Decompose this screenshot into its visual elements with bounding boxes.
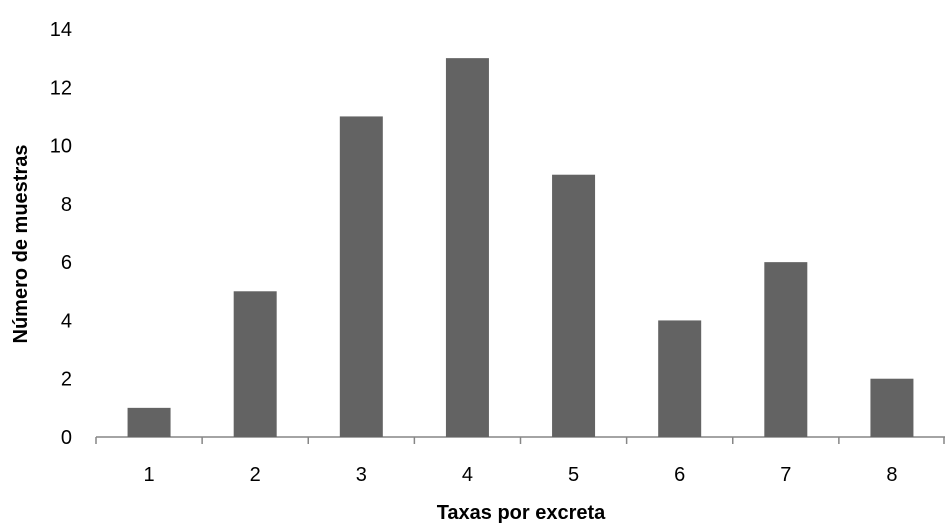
x-axis: 1 2 3 4 5 6 7 8 (95, 436, 945, 486)
bars (127, 58, 914, 438)
x-axis-title: Taxas por excreta (437, 502, 606, 524)
y-tick-label: 8 (61, 194, 72, 216)
bar (658, 320, 702, 437)
y-tick-label: 12 (50, 77, 72, 99)
x-tick-label: 5 (568, 464, 579, 486)
bar (445, 58, 489, 438)
bar (764, 262, 808, 437)
bar (552, 174, 596, 437)
x-tick-label: 7 (780, 464, 791, 486)
y-tick-label: 0 (61, 427, 72, 449)
bar (233, 291, 277, 437)
bar (339, 116, 383, 437)
x-tick-label: 1 (144, 464, 155, 486)
bar (127, 407, 171, 437)
x-tick-label: 4 (462, 464, 473, 486)
y-tick-label: 10 (50, 136, 72, 158)
y-axis: 0 2 4 6 8 10 12 14 (50, 19, 72, 449)
x-tick-label: 6 (674, 464, 685, 486)
y-axis-title: Número de muestras (10, 145, 32, 344)
x-tick-label: 2 (250, 464, 261, 486)
y-tick-label: 6 (61, 252, 72, 274)
y-tick-label: 4 (61, 310, 72, 332)
x-tick-label: 3 (356, 464, 367, 486)
bar (870, 378, 914, 437)
y-tick-label: 2 (61, 369, 72, 391)
y-tick-label: 14 (50, 19, 72, 41)
x-tick-label: 8 (886, 464, 897, 486)
